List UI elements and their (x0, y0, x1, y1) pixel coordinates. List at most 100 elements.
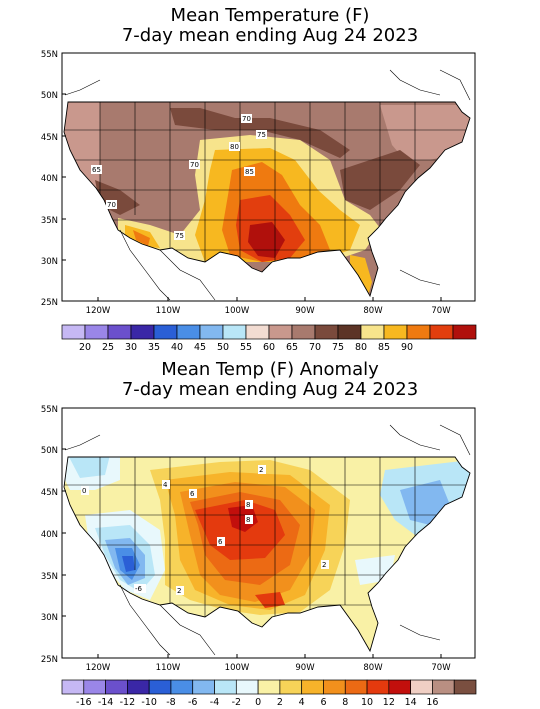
lon-label: 110W (156, 306, 181, 316)
lat-label: 25N (41, 655, 58, 665)
bottom-map-title-line1: Mean Temp (F) Anomaly (161, 359, 379, 380)
colorbar-swatch (279, 679, 303, 695)
lat-label: 50N (41, 91, 58, 101)
lat-label: 30N (41, 257, 58, 267)
colorbar-label: 10 (361, 697, 373, 708)
lon-label: 70W (431, 663, 451, 673)
colorbar-label: 30 (125, 342, 137, 353)
lon-label: 120W (86, 663, 111, 673)
contour-label: 75 (257, 131, 266, 139)
lat-label: 30N (41, 613, 58, 623)
contour-label: 75 (175, 232, 184, 240)
bottom-map-lat-labels: 55N 50N 45N 40N 35N 30N 25N (41, 405, 58, 665)
colorbar-swatch (153, 324, 178, 340)
colorbar-swatch (410, 679, 433, 695)
colorbar-label: 4 (299, 697, 305, 708)
top-map-ticks (62, 52, 442, 302)
colorbar-label: 70 (309, 342, 321, 353)
lon-label: 80W (363, 663, 383, 673)
colorbar-label: 8 (342, 697, 348, 708)
colorbar-swatch (148, 679, 172, 695)
colorbar-swatch (257, 679, 281, 695)
colorbar-label: 65 (286, 342, 298, 353)
colorbar-swatch (84, 324, 109, 340)
contour-label: 70 (242, 115, 251, 123)
colorbar-swatch (61, 324, 86, 340)
colorbar-swatch (268, 324, 293, 340)
top-map-us-outline (63, 101, 471, 298)
bottom-map: 0 4 6 8 8 2 6 -6 2 2 55N 50N 45N 40N 35N… (41, 405, 477, 708)
colorbar-swatch (323, 679, 346, 695)
colorbar-label: 20 (79, 342, 91, 353)
colorbar-label: 50 (217, 342, 229, 353)
colorbar-swatch (199, 324, 224, 340)
lat-label: 40N (41, 530, 58, 540)
contour-label: 2 (177, 587, 181, 595)
lat-label: 35N (41, 572, 58, 582)
colorbar-swatch (235, 679, 259, 695)
colorbar-swatch (192, 679, 215, 695)
colorbar-swatch (406, 324, 431, 340)
bottom-map-lon-labels: 120W 110W 100W 90W 80W 70W (86, 663, 452, 673)
colorbar-label: -6 (188, 697, 197, 708)
top-map-title-line1: Mean Temperature (F) (170, 5, 370, 26)
lat-label: 55N (41, 405, 58, 415)
contour-label: 70 (107, 201, 116, 209)
lon-label: 70W (431, 306, 451, 316)
bottom-map-title-line2: 7-day mean ending Aug 24 2023 (121, 379, 419, 400)
colorbar-label: 0 (255, 697, 261, 708)
colorbar-label: -4 (210, 697, 219, 708)
colorbar-swatch (344, 679, 368, 695)
top-map-lat-labels: 55N 50N 45N 40N 35N 30N 25N (41, 50, 58, 308)
contour-label: 2 (259, 466, 263, 474)
contour-label: 80 (230, 143, 239, 151)
top-map: 70 75 80 85 65 70 75 70 55N 50N 45N 40N … (41, 50, 477, 353)
lat-label: 55N (41, 50, 58, 60)
colorbar-swatch (383, 324, 408, 340)
contour-label: 8 (246, 516, 250, 524)
lat-label: 45N (41, 488, 58, 498)
colorbar-swatch (105, 679, 128, 695)
colorbar-label: 90 (401, 342, 413, 353)
colorbar-label: 35 (148, 342, 160, 353)
colorbar-swatch (107, 324, 132, 340)
colorbar-label: 75 (332, 342, 344, 353)
colorbar-label: 60 (263, 342, 275, 353)
contour-label: 70 (190, 161, 199, 169)
colorbar-label: 80 (355, 342, 367, 353)
bottom-map-borders (64, 457, 470, 617)
lon-label: 120W (86, 306, 111, 316)
lat-label: 35N (41, 216, 58, 226)
bottom-map-ticks (62, 407, 442, 659)
bottom-map-contour-labels: 0 4 6 8 8 2 6 -6 2 2 (81, 465, 329, 595)
colorbar-swatch (314, 324, 339, 340)
colorbar-swatch (83, 679, 106, 695)
colorbar-swatch (176, 324, 201, 340)
contour-label: -6 (135, 585, 143, 593)
colorbar-swatch (432, 679, 455, 695)
colorbar-swatch (337, 324, 362, 340)
colorbar-label: 55 (240, 342, 252, 353)
colorbar-swatch (453, 679, 477, 695)
colorbar-swatch (301, 679, 324, 695)
top-map-colorbar: 20 25 30 35 40 45 50 55 60 65 70 75 80 85 90 (61, 324, 477, 353)
bottom-map-us-outline (63, 456, 471, 653)
lat-label: 25N (41, 298, 58, 308)
contour-label: 85 (245, 168, 254, 176)
colorbar-label: 85 (378, 342, 390, 353)
lon-label: 90W (295, 663, 315, 673)
colorbar-label: -14 (98, 697, 114, 708)
colorbar-label: 25 (102, 342, 114, 353)
colorbar-swatch (429, 324, 454, 340)
colorbar-label: -16 (76, 697, 92, 708)
colorbar-label: -2 (232, 697, 241, 708)
colorbar-swatch (452, 324, 477, 340)
contour-label: 6 (218, 538, 223, 546)
colorbar-label: 40 (171, 342, 183, 353)
lon-label: 100W (225, 306, 250, 316)
colorbar-swatch (222, 324, 247, 340)
lon-label: 90W (295, 306, 315, 316)
colorbar-swatch (366, 679, 390, 695)
colorbar-label: 6 (320, 697, 326, 708)
